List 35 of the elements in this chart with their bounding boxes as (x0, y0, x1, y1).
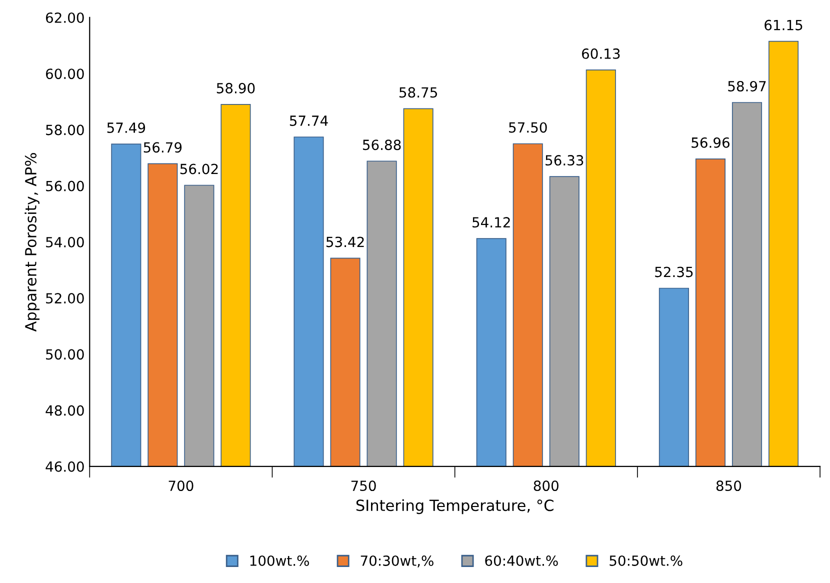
data-label: 57.50 (509, 122, 547, 133)
y-tick-label: 46.00 (46, 461, 84, 472)
y-tick-label: 48.00 (46, 405, 84, 416)
y-tick-label: 58.00 (46, 124, 84, 136)
y-tick-label: 54.00 (46, 236, 84, 248)
data-label: 58.75 (400, 87, 437, 98)
y-tick-label: 56.00 (46, 180, 84, 192)
data-label: 57.49 (107, 122, 146, 133)
y-tick-label: 62.00 (46, 12, 84, 23)
data-label: 56.88 (362, 140, 401, 150)
x-tick-label: 700 (168, 480, 194, 492)
legend-label: 100wt.% (250, 555, 309, 566)
data-label: 54.12 (472, 217, 510, 228)
x-tick-label: 850 (716, 480, 742, 492)
data-label: 56.33 (546, 155, 584, 166)
data-label: 61.15 (764, 20, 802, 30)
data-label: 60.13 (582, 48, 620, 59)
y-tick-label: 52.00 (46, 293, 84, 304)
data-label: 58.90 (216, 82, 255, 94)
data-label: 52.35 (655, 266, 693, 278)
x-axis-title: SIntering Temperature, °C (356, 499, 554, 514)
data-label: 53.42 (326, 236, 364, 248)
data-label: 58.97 (728, 80, 766, 92)
y-tick-label: 60.00 (46, 68, 84, 80)
data-label: 56.02 (180, 164, 218, 174)
x-tick-label: 750 (351, 480, 376, 492)
legend-label: 60:40wt.% (485, 555, 558, 566)
y-tick-label: 50.00 (46, 349, 84, 360)
y-axis-title: Apparent Porosity, AP% (24, 153, 40, 332)
legend-label: 70:30wt,% (360, 555, 434, 568)
data-label: 56.79 (144, 142, 182, 153)
data-label: 56.96 (692, 137, 730, 148)
x-tick-label: 800 (534, 480, 558, 492)
legend-label: 50:50wt.% (610, 555, 682, 566)
data-label: 57.74 (290, 116, 328, 126)
